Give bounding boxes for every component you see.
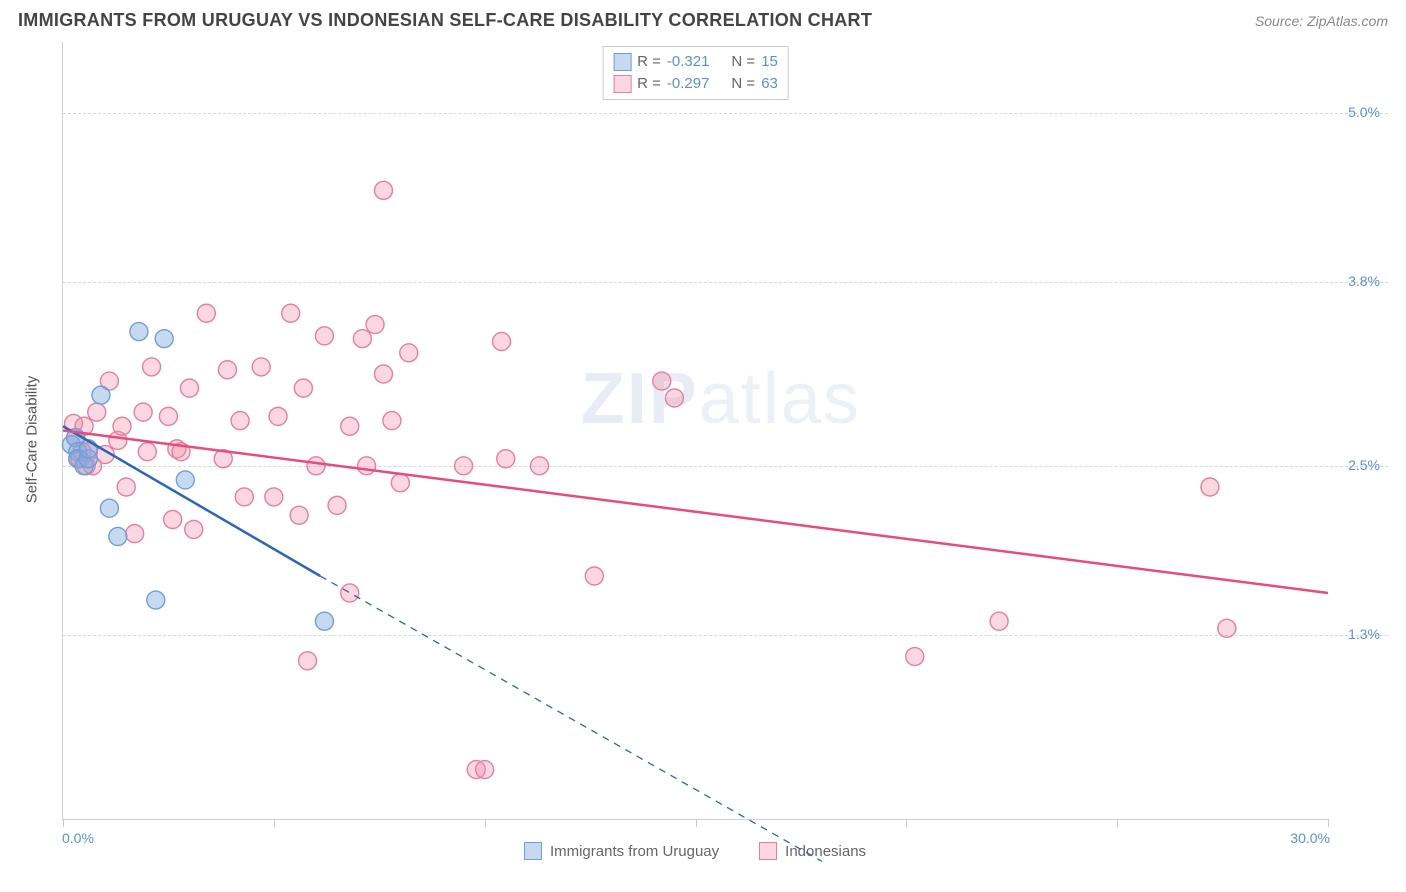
chart-area: Self-Care Disability ZIPatlas R = -0.321… bbox=[18, 42, 1388, 880]
scatter-point-indonesians bbox=[585, 567, 603, 585]
swatch-indonesians bbox=[613, 75, 631, 93]
scatter-point-indonesians bbox=[117, 478, 135, 496]
scatter-point-indonesians bbox=[366, 316, 384, 334]
scatter-point-indonesians bbox=[185, 520, 203, 538]
scatter-point-indonesians bbox=[1201, 478, 1219, 496]
scatter-point-uruguay bbox=[92, 386, 110, 404]
scatter-point-indonesians bbox=[143, 358, 161, 376]
legend-item-uruguay: Immigrants from Uruguay bbox=[524, 842, 719, 860]
plot-region: ZIPatlas R = -0.321 N = 15 R = -0.297 N … bbox=[62, 42, 1328, 820]
scatter-point-indonesians bbox=[181, 379, 199, 397]
x-tick bbox=[1117, 819, 1118, 827]
scatter-point-uruguay bbox=[147, 591, 165, 609]
x-tick bbox=[274, 819, 275, 827]
scatter-point-indonesians bbox=[134, 403, 152, 421]
y-tick-label: 5.0% bbox=[1348, 104, 1380, 120]
scatter-point-uruguay bbox=[315, 612, 333, 630]
scatter-point-indonesians bbox=[231, 412, 249, 430]
scatter-point-indonesians bbox=[265, 488, 283, 506]
scatter-point-indonesians bbox=[328, 496, 346, 514]
r-value-indonesians: -0.297 bbox=[667, 73, 710, 95]
legend-row-uruguay: R = -0.321 N = 15 bbox=[613, 51, 778, 73]
scatter-point-indonesians bbox=[341, 584, 359, 602]
n-value-uruguay: 15 bbox=[761, 51, 778, 73]
scatter-point-indonesians bbox=[530, 457, 548, 475]
trendline-dash-uruguay bbox=[320, 576, 822, 861]
scatter-point-indonesians bbox=[455, 457, 473, 475]
trendline-indonesians bbox=[63, 431, 1328, 593]
scatter-point-indonesians bbox=[906, 648, 924, 666]
swatch-indonesians-bottom bbox=[759, 842, 777, 860]
scatter-point-indonesians bbox=[493, 332, 511, 350]
legend-item-indonesians: Indonesians bbox=[759, 842, 866, 860]
scatter-point-indonesians bbox=[383, 412, 401, 430]
swatch-uruguay-bottom bbox=[524, 842, 542, 860]
y-tick-label: 1.3% bbox=[1348, 626, 1380, 642]
scatter-point-indonesians bbox=[315, 327, 333, 345]
legend-correlation-box: R = -0.321 N = 15 R = -0.297 N = 63 bbox=[602, 46, 789, 100]
scatter-point-indonesians bbox=[138, 443, 156, 461]
scatter-point-indonesians bbox=[374, 181, 392, 199]
scatter-point-indonesians bbox=[391, 474, 409, 492]
scatter-point-indonesians bbox=[218, 361, 236, 379]
r-value-uruguay: -0.321 bbox=[667, 51, 710, 73]
x-tick bbox=[63, 819, 64, 827]
scatter-point-indonesians bbox=[400, 344, 418, 362]
scatter-point-indonesians bbox=[497, 450, 515, 468]
scatter-point-uruguay bbox=[100, 499, 118, 517]
y-tick-label: 3.8% bbox=[1348, 273, 1380, 289]
scatter-point-indonesians bbox=[269, 407, 287, 425]
scatter-svg bbox=[63, 42, 1328, 819]
legend-row-indonesians: R = -0.297 N = 63 bbox=[613, 73, 778, 95]
scatter-point-indonesians bbox=[290, 506, 308, 524]
scatter-point-uruguay bbox=[130, 323, 148, 341]
x-tick bbox=[485, 819, 486, 827]
scatter-point-uruguay bbox=[79, 440, 97, 458]
scatter-point-indonesians bbox=[235, 488, 253, 506]
scatter-point-indonesians bbox=[282, 304, 300, 322]
scatter-point-indonesians bbox=[353, 330, 371, 348]
scatter-point-indonesians bbox=[299, 652, 317, 670]
scatter-point-indonesians bbox=[159, 407, 177, 425]
scatter-point-indonesians bbox=[126, 525, 144, 543]
x-axis-max-label: 30.0% bbox=[1290, 830, 1330, 846]
chart-header: IMMIGRANTS FROM URUGUAY VS INDONESIAN SE… bbox=[0, 0, 1406, 39]
scatter-point-uruguay bbox=[155, 330, 173, 348]
scatter-point-indonesians bbox=[113, 417, 131, 435]
x-tick bbox=[1328, 819, 1329, 827]
scatter-point-indonesians bbox=[164, 511, 182, 529]
x-axis-min-label: 0.0% bbox=[62, 830, 94, 846]
y-axis-label-wrap: Self-Care Disability bbox=[18, 42, 46, 820]
x-tick bbox=[906, 819, 907, 827]
n-value-indonesians: 63 bbox=[761, 73, 778, 95]
scatter-point-indonesians bbox=[374, 365, 392, 383]
scatter-point-uruguay bbox=[176, 471, 194, 489]
scatter-point-indonesians bbox=[653, 372, 671, 390]
scatter-point-indonesians bbox=[358, 457, 376, 475]
scatter-point-indonesians bbox=[476, 761, 494, 779]
scatter-point-indonesians bbox=[1218, 619, 1236, 637]
y-tick-label: 2.5% bbox=[1348, 457, 1380, 473]
swatch-uruguay bbox=[613, 53, 631, 71]
scatter-point-indonesians bbox=[88, 403, 106, 421]
y-axis-label: Self-Care Disability bbox=[23, 376, 40, 504]
scatter-point-indonesians bbox=[294, 379, 312, 397]
chart-source: Source: ZipAtlas.com bbox=[1255, 13, 1388, 29]
x-tick bbox=[696, 819, 697, 827]
scatter-point-uruguay bbox=[109, 527, 127, 545]
scatter-point-indonesians bbox=[252, 358, 270, 376]
scatter-point-indonesians bbox=[307, 457, 325, 475]
scatter-point-indonesians bbox=[341, 417, 359, 435]
scatter-point-indonesians bbox=[197, 304, 215, 322]
legend-bottom: Immigrants from Uruguay Indonesians bbox=[62, 842, 1328, 860]
scatter-point-indonesians bbox=[990, 612, 1008, 630]
chart-title: IMMIGRANTS FROM URUGUAY VS INDONESIAN SE… bbox=[18, 10, 872, 31]
scatter-point-indonesians bbox=[665, 389, 683, 407]
